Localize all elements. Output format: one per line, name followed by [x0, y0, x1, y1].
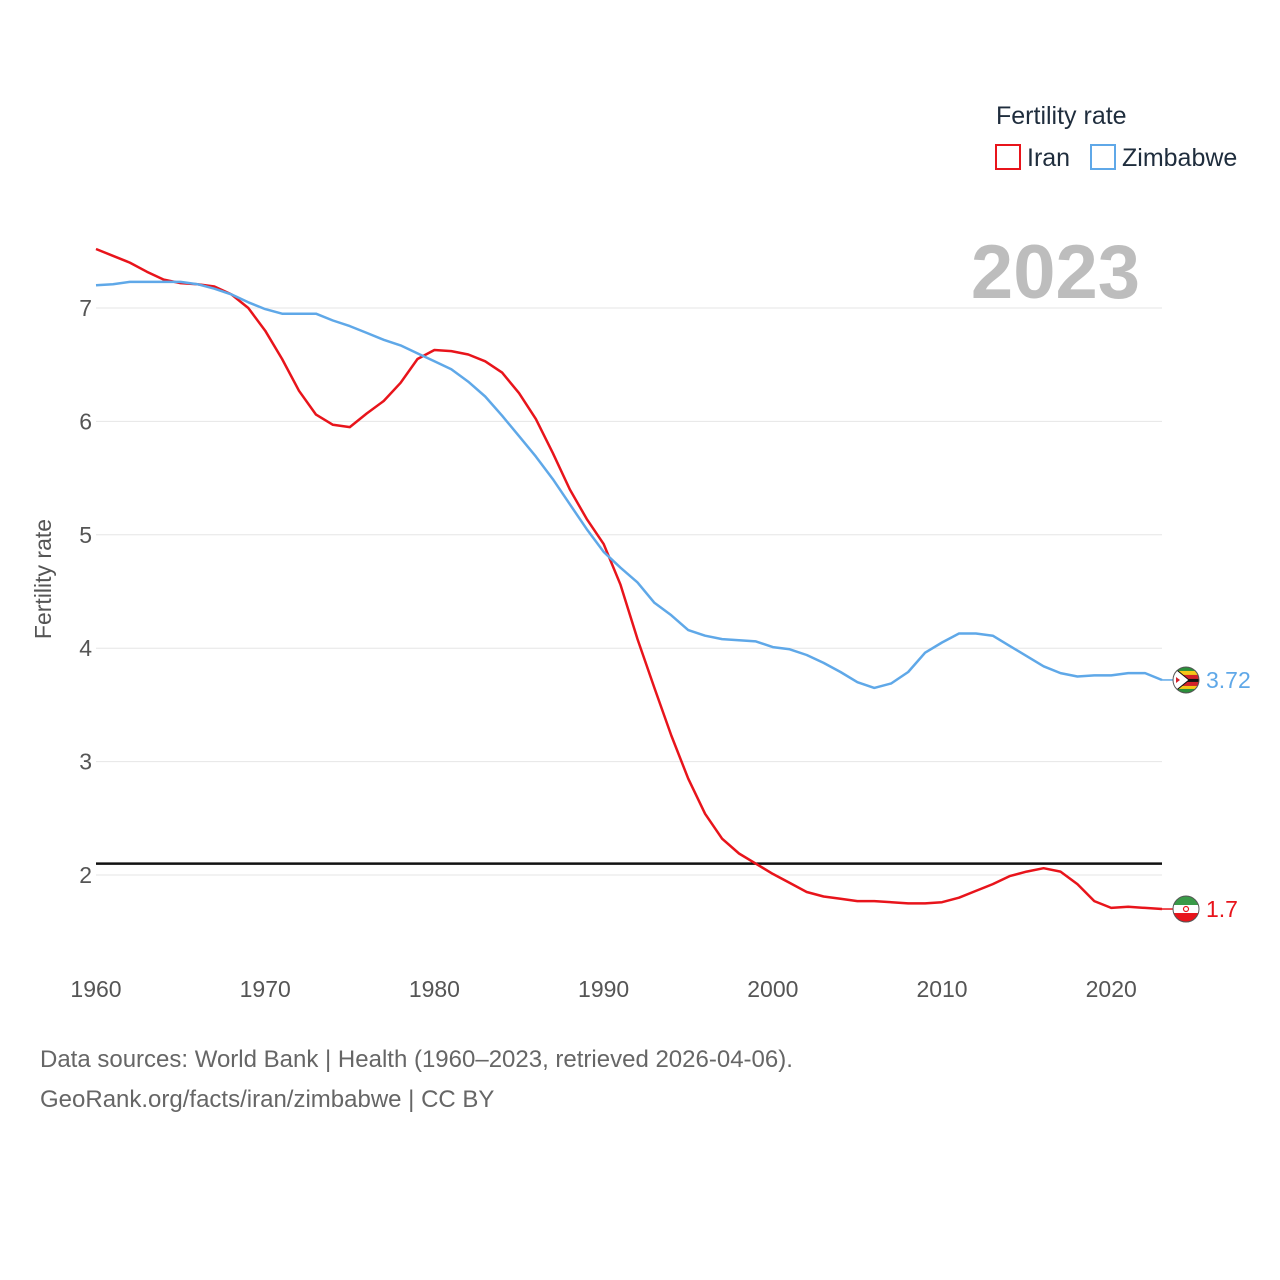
- current-year-label: 2023: [971, 230, 1140, 315]
- x-tick-label: 2010: [916, 976, 967, 1002]
- y-tick-label: 4: [79, 635, 92, 661]
- series-lines: [95, 247, 1174, 911]
- iran-flag-icon: [1172, 895, 1200, 923]
- legend-title: Fertility rate: [996, 102, 1127, 130]
- y-tick-label: 5: [79, 522, 92, 548]
- gridlines: [96, 307, 1162, 876]
- y-tick-label: 7: [79, 295, 92, 321]
- x-tick-label: 1990: [578, 976, 629, 1002]
- x-tick-label: 1980: [409, 976, 460, 1002]
- legend: Fertility rate Iran Zimbabwe: [995, 102, 1237, 172]
- legend-swatch-zimbabwe[interactable]: [1090, 144, 1116, 170]
- y-tick-label: 2: [79, 862, 92, 888]
- series-line-zimbabwe[interactable]: [95, 280, 1163, 690]
- y-tick-label: 6: [79, 408, 92, 434]
- x-tick-label: 1960: [70, 976, 121, 1002]
- x-axis-ticks: 1960 1970 1980 1990 2000 2010 2020: [70, 976, 1136, 1002]
- zimbabwe-end-value: 3.72: [1206, 667, 1251, 693]
- x-tick-label: 2000: [747, 976, 798, 1002]
- data-sources-note: Data sources: World Bank | Health (1960–…: [40, 1046, 793, 1073]
- legend-label-iran[interactable]: Iran: [1027, 144, 1070, 172]
- y-tick-label: 3: [79, 749, 92, 775]
- legend-label-zimbabwe[interactable]: Zimbabwe: [1122, 144, 1237, 172]
- source-link[interactable]: GeoRank.org/facts/iran/zimbabwe | CC BY: [40, 1086, 495, 1113]
- y-axis-ticks: 2 3 4 5 6 7: [79, 295, 92, 888]
- series-line-iran[interactable]: [95, 247, 1163, 911]
- x-tick-label: 2020: [1086, 976, 1137, 1002]
- zimbabwe-flag-icon: [1172, 666, 1200, 694]
- x-tick-label: 1970: [240, 976, 291, 1002]
- legend-swatch-iran[interactable]: [995, 144, 1021, 170]
- iran-end-value: 1.7: [1206, 896, 1238, 922]
- y-axis-label: Fertility rate: [30, 519, 56, 639]
